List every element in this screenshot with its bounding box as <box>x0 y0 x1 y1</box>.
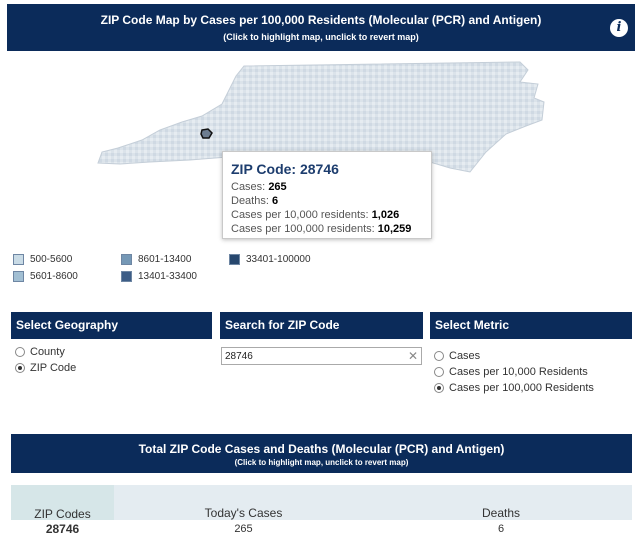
radio-button[interactable] <box>434 351 444 361</box>
radio-label: County <box>30 346 65 358</box>
tooltip-deaths-label: Deaths: <box>231 195 269 207</box>
selected-zip-shape[interactable] <box>200 128 213 139</box>
radio-label: Cases <box>449 350 481 362</box>
column-header-zip[interactable]: ZIP Codes <box>34 507 91 521</box>
tooltip-cases-row: Cases: 265 <box>231 180 431 194</box>
zip-column-bg <box>11 485 114 520</box>
map-subtitle: (Click to highlight map, unclick to reve… <box>223 32 419 42</box>
column-header-cases[interactable]: Today's Cases <box>204 506 283 520</box>
tooltip-cases-value: 265 <box>268 181 287 193</box>
map-header: ZIP Code Map by Cases per 100,000 Reside… <box>7 4 635 51</box>
metric-header: Select Metric <box>430 312 632 339</box>
radio-county[interactable]: County <box>15 346 65 358</box>
info-icon[interactable]: i <box>610 19 628 37</box>
radio-button[interactable] <box>15 363 25 373</box>
legend-swatch <box>13 271 24 282</box>
radio-label: ZIP Code <box>30 362 77 374</box>
radio-button[interactable] <box>15 347 25 357</box>
table-row[interactable]: 28746 265 6 <box>0 520 641 551</box>
geography-header: Select Geography <box>11 312 212 339</box>
column-header-deaths[interactable]: Deaths <box>481 506 521 520</box>
zip-tooltip: ZIP Code: 28746 Cases: 265 Deaths: 6 Cas… <box>222 151 432 239</box>
tooltip-per100k-value: 10,259 <box>377 223 412 235</box>
tooltip-deaths-value: 6 <box>271 195 279 207</box>
search-header: Search for ZIP Code <box>220 312 423 339</box>
map-title: ZIP Code Map by Cases per 100,000 Reside… <box>100 13 542 27</box>
cell-deaths: 6 <box>497 523 505 535</box>
zip-search-input[interactable] <box>221 347 422 365</box>
legend-label: 13401-33400 <box>138 271 197 282</box>
legend-swatch <box>121 271 132 282</box>
tooltip-per10k-row: Cases per 10,000 residents: 1,026 <box>231 208 431 222</box>
legend-item[interactable]: 8601-13400 <box>121 254 191 265</box>
tooltip-per100k-row: Cases per 100,000 residents: 10,259 <box>231 222 431 236</box>
cell-zip: 28746 <box>45 522 80 536</box>
tooltip-title: ZIP Code: 28746 <box>231 161 339 177</box>
legend-item[interactable]: 500-5600 <box>13 254 72 265</box>
radio-zip-code[interactable]: ZIP Code <box>15 362 76 374</box>
legend-label: 500-5600 <box>30 254 73 265</box>
radio-label: Cases per 100,000 Residents <box>449 382 594 394</box>
cases-table: ZIP Codes Today's Cases Deaths <box>11 485 632 521</box>
tooltip-cases-label: Cases: <box>231 181 266 193</box>
legend-swatch <box>121 254 132 265</box>
cell-cases: 265 <box>234 523 253 535</box>
legend-label: 33401-100000 <box>246 254 311 265</box>
legend-item[interactable]: 33401-100000 <box>229 254 311 265</box>
legend-label: 5601-8600 <box>30 271 78 282</box>
radio-cases-per-100k[interactable]: Cases per 100,000 Residents <box>434 382 594 394</box>
legend-swatch <box>229 254 240 265</box>
tooltip-deaths-row: Deaths: 6 <box>231 194 431 208</box>
table-subtitle: (Click to highlight map, unclick to reve… <box>234 458 409 467</box>
close-icon[interactable]: ✕ <box>408 349 419 363</box>
radio-button[interactable] <box>434 367 444 377</box>
legend-item[interactable]: 13401-33400 <box>121 271 197 282</box>
table-header: Total ZIP Code Cases and Deaths (Molecul… <box>11 434 632 473</box>
legend-label: 8601-13400 <box>138 254 192 265</box>
tooltip-per100k-label: Cases per 100,000 residents: <box>231 223 375 235</box>
tooltip-per10k-value: 1,026 <box>371 209 400 221</box>
radio-cases[interactable]: Cases <box>434 350 480 362</box>
table-title: Total ZIP Code Cases and Deaths (Molecul… <box>138 442 505 456</box>
tooltip-per10k-label: Cases per 10,000 residents: <box>231 209 369 221</box>
radio-cases-per-10k[interactable]: Cases per 10,000 Residents <box>434 366 588 378</box>
legend-swatch <box>13 254 24 265</box>
radio-button[interactable] <box>434 383 444 393</box>
legend-item[interactable]: 5601-8600 <box>13 271 78 282</box>
radio-label: Cases per 10,000 Residents <box>449 366 588 378</box>
